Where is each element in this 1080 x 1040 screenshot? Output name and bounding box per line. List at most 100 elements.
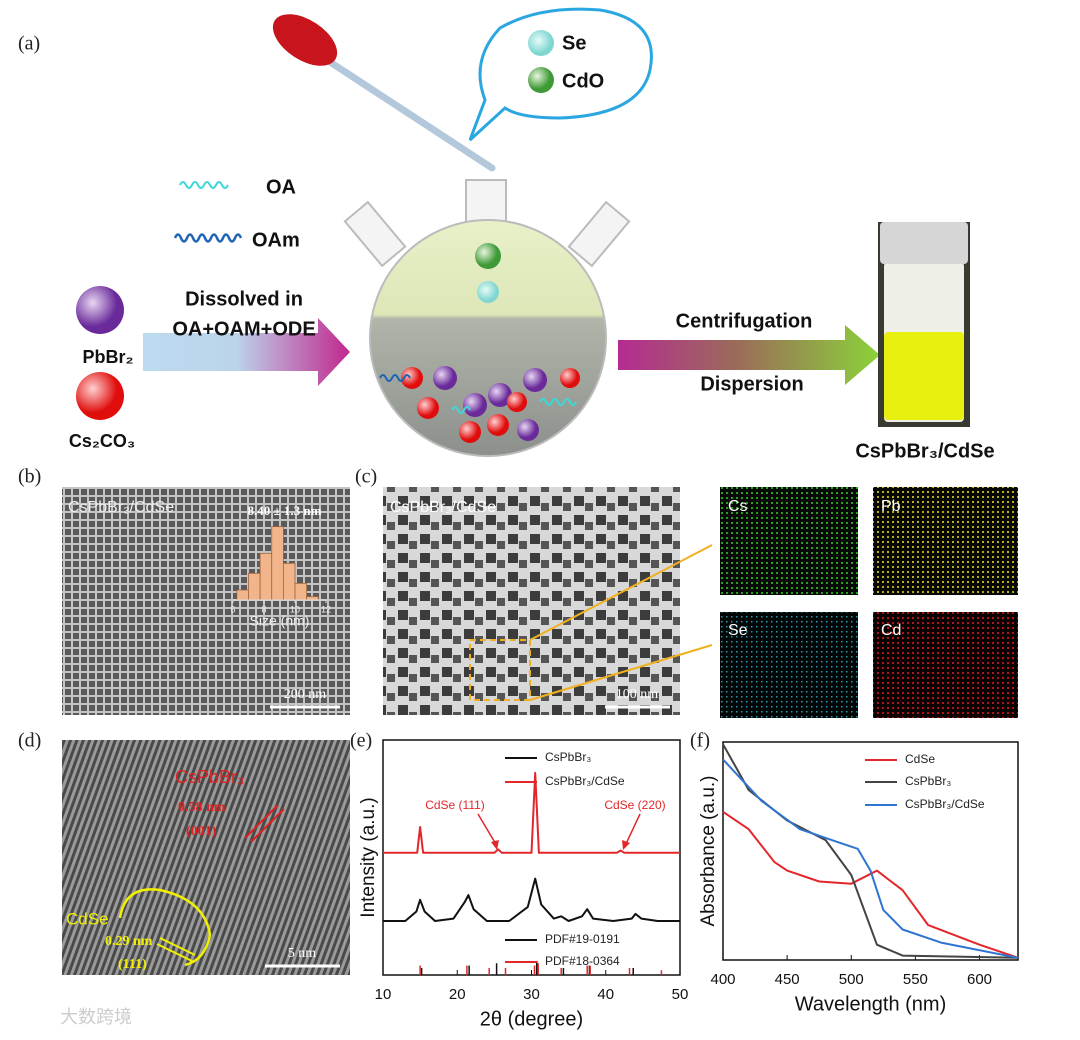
- flask-neck: [567, 200, 631, 268]
- lattice-mark: [244, 804, 279, 839]
- phase-label: CsPbBr₃: [175, 767, 244, 787]
- tem-image: [62, 487, 350, 715]
- annotation: CdSe (111): [425, 798, 485, 812]
- label: OA+OAM+ODE: [172, 318, 315, 340]
- panel-label: (d): [18, 730, 41, 752]
- scale-label: 200 nm: [284, 687, 327, 702]
- x-tick-label: 400: [710, 971, 735, 988]
- label: Dissolved in: [185, 288, 303, 310]
- pipette-tube: [326, 58, 496, 172]
- data-line: [722, 758, 1019, 959]
- vial-liquid: [884, 332, 964, 420]
- tem-image: [383, 487, 680, 715]
- label: OAm: [252, 229, 300, 251]
- ligand: [379, 374, 411, 382]
- x-tick-label: 10: [290, 604, 300, 614]
- x-tick-label: 550: [903, 971, 928, 988]
- pbbr2-particle: [76, 286, 124, 334]
- label: Se: [562, 32, 586, 54]
- plot-frame: [722, 741, 1019, 961]
- histogram-bar: [248, 572, 261, 601]
- x-axis-label: Size (nm): [250, 613, 310, 629]
- label: CsPbBr₃/CdSe: [855, 440, 994, 462]
- lattice-mark: [250, 808, 285, 843]
- legend-label: CsPbBr₃: [905, 774, 951, 788]
- label: Dispersion: [700, 373, 803, 395]
- legend-label: PDF#19-0191: [545, 932, 620, 946]
- particle: [517, 419, 539, 441]
- data-line: [722, 810, 1019, 959]
- label: OA: [266, 176, 296, 198]
- flask-body: [369, 219, 607, 457]
- flask: [343, 179, 631, 457]
- oa-ligand: [179, 181, 229, 189]
- annotation: CdSe (220): [604, 798, 665, 812]
- flask-neck: [343, 200, 407, 268]
- annotation-arrowhead: [491, 840, 499, 850]
- label: PbBr₂: [82, 347, 133, 367]
- particle: [459, 421, 481, 443]
- map-label: Cd: [881, 622, 901, 639]
- x-tick-label: 450: [775, 971, 800, 988]
- y-axis-label: Absorbance (a.u.): [698, 775, 719, 926]
- eds-map: [873, 487, 1018, 595]
- histogram-bar: [236, 589, 249, 601]
- legend-label: CdSe: [905, 752, 935, 766]
- legend-label: PDF#18-0364: [545, 954, 620, 968]
- x-tick-label: 40: [597, 986, 614, 1003]
- se-atom: [528, 30, 554, 56]
- data-line: [383, 771, 680, 854]
- panel-label: (e): [350, 730, 372, 752]
- histogram-bar: [282, 562, 296, 601]
- particle: [488, 383, 512, 407]
- arrow: [143, 318, 350, 386]
- grain-outline: [118, 888, 212, 967]
- data-line: [383, 877, 680, 922]
- pointer: [529, 544, 713, 641]
- histogram-bar: [294, 582, 308, 601]
- pipette-bulb: [272, 14, 338, 66]
- map-label: Cs: [728, 498, 748, 515]
- panel-label: (f): [690, 730, 710, 752]
- se-atom: [477, 281, 499, 303]
- plane-label: (001): [186, 824, 217, 839]
- particle: [523, 368, 547, 392]
- label: Cs₂CO₃: [69, 431, 135, 451]
- scale-label: 100 nm: [616, 687, 659, 702]
- particle: [433, 366, 457, 390]
- eds-map: [873, 612, 1018, 718]
- ligand: [539, 398, 577, 406]
- legend-label: CsPbBr₃: [545, 750, 591, 764]
- x-tick-label: 8: [261, 604, 266, 614]
- ligand: [451, 406, 471, 414]
- label: Centrifugation: [676, 310, 813, 332]
- panel-label: (c): [355, 466, 377, 488]
- particle: [463, 393, 487, 417]
- panel-label: (b): [18, 466, 41, 488]
- particle: [417, 397, 439, 419]
- oam-ligand: [173, 233, 243, 243]
- watermark: 大数跨境: [60, 1007, 132, 1027]
- scheme: Se CdO OA OAm PbBr₂ Cs₂CO₃ Dissolved in …: [69, 7, 995, 462]
- x-axis-label: Wavelength (nm): [795, 993, 947, 1015]
- plane-label: (111): [118, 957, 147, 972]
- lattice-mark: [159, 937, 196, 956]
- particle: [487, 414, 509, 436]
- x-tick-label: 500: [839, 971, 864, 988]
- arrow: [618, 325, 880, 385]
- eds-map: [720, 612, 858, 718]
- spacing-label: 0.29 nm: [105, 934, 153, 949]
- x-tick-label: 30: [523, 986, 540, 1003]
- lattice-mark: [156, 943, 193, 962]
- x-tick-label: 10: [375, 986, 392, 1003]
- annotation-arrowhead: [622, 840, 630, 850]
- speech-bubble: [468, 7, 653, 142]
- cdo-atom: [528, 67, 554, 93]
- label: CdO: [562, 70, 604, 92]
- legend-label: CsPbBr₃/CdSe: [545, 774, 625, 788]
- legend-label: CsPbBr₃/CdSe: [905, 797, 985, 811]
- image-label: CsPbBr₃/CdSe: [390, 499, 496, 516]
- chart-title: 8.40 ± 1.3 nm: [248, 503, 322, 518]
- scale-label: 5 nm: [288, 946, 317, 961]
- x-tick-label: 600: [967, 971, 992, 988]
